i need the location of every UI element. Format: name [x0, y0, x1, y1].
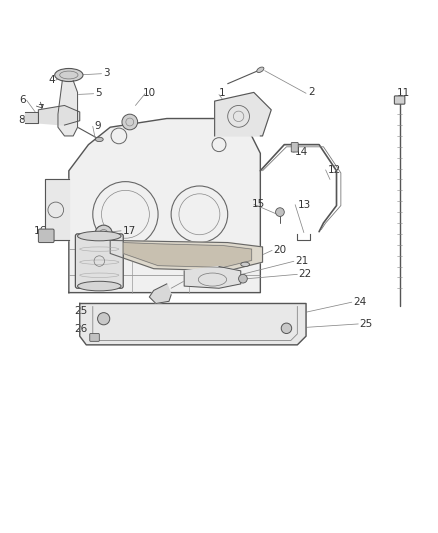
Text: 18: 18	[104, 247, 117, 257]
Text: 2: 2	[308, 87, 315, 98]
Text: 24: 24	[353, 297, 366, 307]
Circle shape	[276, 208, 284, 216]
Circle shape	[98, 313, 110, 325]
Polygon shape	[110, 240, 262, 271]
Text: 16: 16	[34, 226, 47, 236]
Ellipse shape	[78, 231, 121, 241]
Polygon shape	[25, 112, 39, 123]
Ellipse shape	[95, 137, 103, 142]
Text: 7: 7	[38, 103, 44, 114]
Circle shape	[239, 274, 247, 283]
Polygon shape	[123, 243, 252, 268]
FancyBboxPatch shape	[39, 229, 54, 243]
Ellipse shape	[257, 67, 264, 72]
Text: 9: 9	[94, 122, 101, 131]
FancyBboxPatch shape	[394, 96, 405, 104]
Text: 23: 23	[197, 269, 211, 279]
Text: 11: 11	[396, 88, 410, 98]
Text: 6: 6	[19, 95, 25, 105]
Polygon shape	[149, 284, 171, 303]
Text: 22: 22	[299, 269, 312, 279]
Text: 25: 25	[360, 319, 373, 329]
FancyBboxPatch shape	[75, 234, 123, 288]
Text: 3: 3	[103, 68, 110, 78]
Text: 4: 4	[48, 75, 55, 85]
FancyBboxPatch shape	[291, 142, 298, 152]
Text: 25: 25	[74, 306, 88, 316]
Text: 14: 14	[295, 148, 308, 157]
Text: 5: 5	[95, 88, 102, 98]
Ellipse shape	[55, 68, 83, 82]
FancyBboxPatch shape	[90, 334, 99, 341]
Text: 19: 19	[168, 241, 181, 251]
Text: 8: 8	[18, 115, 25, 125]
Circle shape	[122, 114, 138, 130]
Polygon shape	[39, 106, 80, 125]
Text: 26: 26	[74, 324, 88, 334]
Text: 17: 17	[122, 226, 136, 236]
Ellipse shape	[241, 262, 250, 266]
Text: 1: 1	[219, 88, 226, 98]
Circle shape	[95, 225, 113, 243]
Text: 15: 15	[252, 199, 265, 209]
Polygon shape	[58, 80, 78, 136]
Polygon shape	[80, 303, 306, 345]
Polygon shape	[184, 266, 241, 288]
Polygon shape	[215, 92, 271, 136]
Polygon shape	[45, 180, 69, 240]
Ellipse shape	[78, 281, 121, 291]
Text: 20: 20	[273, 245, 286, 255]
Text: 21: 21	[295, 256, 308, 266]
Polygon shape	[69, 118, 260, 293]
Text: 10: 10	[143, 88, 156, 98]
Text: 12: 12	[328, 165, 341, 175]
Circle shape	[281, 323, 292, 334]
Text: 13: 13	[297, 200, 311, 209]
